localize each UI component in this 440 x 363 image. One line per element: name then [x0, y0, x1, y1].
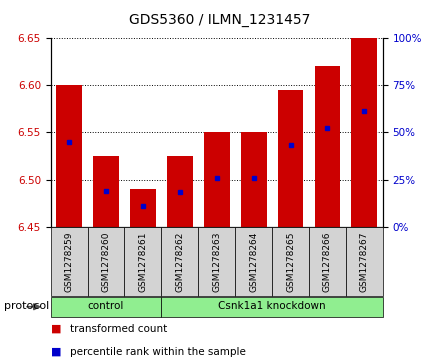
Text: Csnk1a1 knockdown: Csnk1a1 knockdown: [218, 301, 326, 311]
Bar: [130, 189, 156, 227]
Text: GDS5360 / ILMN_1231457: GDS5360 / ILMN_1231457: [129, 13, 311, 27]
Bar: [51, 297, 161, 317]
Text: control: control: [88, 301, 124, 311]
Bar: [309, 227, 346, 296]
Text: percentile rank within the sample: percentile rank within the sample: [70, 347, 246, 357]
Text: ■: ■: [51, 323, 61, 334]
Text: GSM1278267: GSM1278267: [360, 231, 369, 291]
Bar: [161, 227, 198, 296]
Bar: [56, 85, 82, 227]
Bar: [241, 132, 267, 227]
Text: GSM1278265: GSM1278265: [286, 231, 295, 291]
Bar: [198, 227, 235, 296]
Text: ■: ■: [51, 347, 61, 357]
Bar: [315, 66, 341, 227]
Text: GSM1278264: GSM1278264: [249, 231, 258, 291]
Bar: [278, 90, 304, 227]
Bar: [167, 156, 193, 227]
Bar: [235, 227, 272, 296]
Text: GSM1278259: GSM1278259: [65, 231, 73, 291]
Bar: [125, 227, 161, 296]
Text: protocol: protocol: [4, 301, 50, 311]
Bar: [346, 227, 383, 296]
Bar: [161, 297, 383, 317]
Bar: [93, 156, 119, 227]
Bar: [51, 227, 88, 296]
Bar: [88, 227, 125, 296]
Text: transformed count: transformed count: [70, 323, 168, 334]
Text: GSM1278262: GSM1278262: [175, 231, 184, 291]
Text: GSM1278266: GSM1278266: [323, 231, 332, 291]
Bar: [272, 227, 309, 296]
Text: GSM1278263: GSM1278263: [212, 231, 221, 291]
Text: GSM1278260: GSM1278260: [102, 231, 110, 291]
Text: GSM1278261: GSM1278261: [138, 231, 147, 291]
Bar: [352, 38, 377, 227]
Bar: [204, 132, 230, 227]
